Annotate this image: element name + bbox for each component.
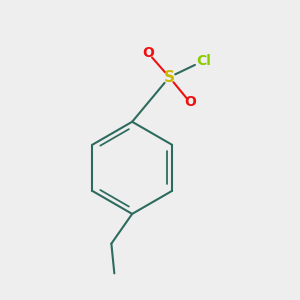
Text: O: O [142,46,154,60]
Text: O: O [184,95,196,110]
Text: S: S [164,70,175,85]
Text: Cl: Cl [196,54,211,68]
